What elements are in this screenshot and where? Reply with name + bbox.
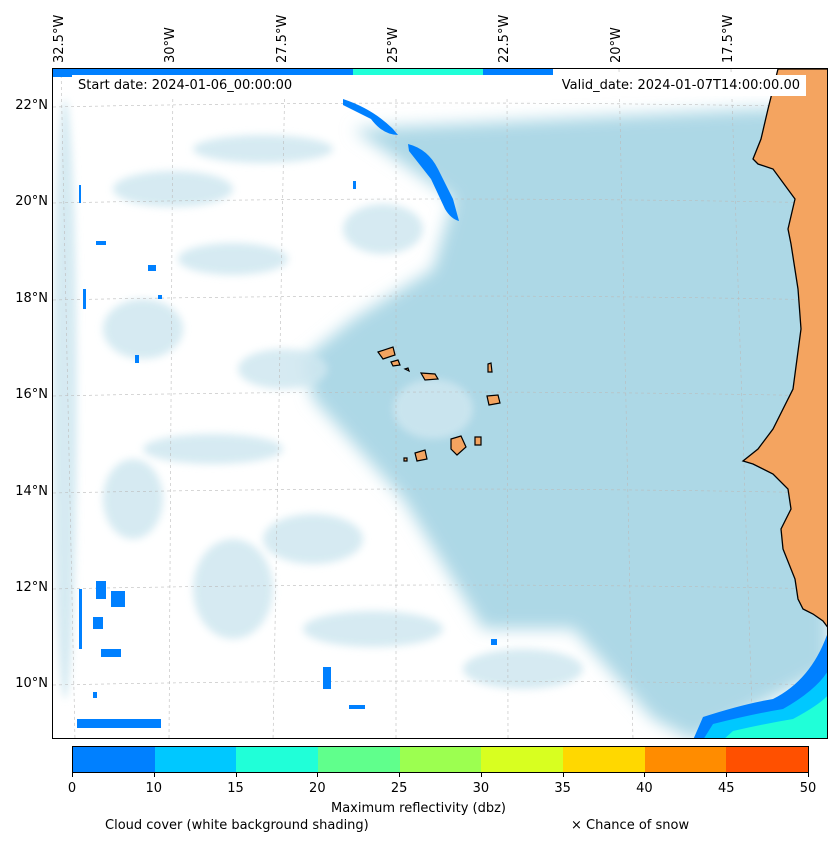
- reflectivity-top-band: [353, 69, 553, 77]
- map-panel: [52, 68, 828, 739]
- colorbar-tick-label: 45: [717, 781, 735, 796]
- colorbar-tick: [644, 773, 646, 777]
- lat-label-22n: 22°N: [15, 98, 48, 113]
- colorbar-tick: [562, 773, 564, 777]
- colorbar-tick: [235, 773, 237, 777]
- cloud-streaks: [53, 99, 583, 699]
- colorbar-tick-label: 35: [554, 781, 571, 796]
- reflectivity-coastal-storm: [693, 634, 827, 738]
- colorbar-tick-label: 15: [227, 781, 244, 796]
- colorbar-segment: [318, 747, 400, 772]
- lat-label-16n: 16°N: [15, 387, 48, 402]
- lat-label-20n: 20°N: [15, 194, 48, 209]
- lat-label-12n: 12°N: [15, 580, 48, 595]
- cape-verde-islands: [377, 346, 501, 462]
- colorbar-segment: [399, 747, 482, 772]
- colorbar-tick-label: 40: [636, 781, 653, 796]
- lon-label-32-5w: 32.5°W: [52, 14, 67, 63]
- colorbar-title: Maximum reflectivity (dbz): [331, 801, 506, 816]
- valid-date: Valid_date: 2024-01-07T14:00:00.00: [561, 78, 800, 93]
- date-header: Start date: 2024-01-06_00:00:00 Valid_da…: [72, 75, 806, 96]
- legend-cloud-cover: Cloud cover (white background shading): [105, 818, 369, 833]
- colorbar-segment: [726, 747, 809, 772]
- lon-label-25w: 25°W: [386, 27, 401, 63]
- legend-snow: × Chance of snow: [571, 818, 690, 833]
- colorbar-tick-label: 50: [799, 781, 817, 796]
- graticule: [53, 69, 827, 738]
- colorbar-tick: [480, 773, 482, 777]
- colorbar-tick-label: 0: [67, 781, 77, 796]
- colorbar-tick: [726, 773, 728, 777]
- colorbar-tick-label: 20: [309, 781, 326, 796]
- lon-label-20w: 20°W: [609, 27, 624, 63]
- colorbar-tick-label: 25: [390, 781, 408, 796]
- colorbar: [72, 746, 809, 773]
- lon-label-30w: 30°W: [163, 27, 178, 63]
- colorbar-segment: [236, 747, 319, 772]
- cloud-mass-main: [303, 109, 827, 738]
- lon-label-27-5w: 27.5°W: [275, 14, 290, 63]
- colorbar-tick: [317, 773, 319, 777]
- start-date: Start date: 2024-01-06_00:00:00: [78, 78, 293, 93]
- lat-label-18n: 18°N: [15, 291, 48, 306]
- colorbar-tick: [72, 773, 73, 777]
- colorbar-tick-label: 30: [472, 781, 490, 796]
- colorbar-segment: [563, 747, 645, 772]
- lon-label-22-5w: 22.5°W: [497, 14, 512, 63]
- colorbar-tick: [399, 773, 401, 777]
- colorbar-tick: [808, 773, 809, 777]
- colorbar-tick: [153, 773, 155, 777]
- colorbar-segment: [154, 747, 237, 772]
- colorbar-segment: [73, 747, 155, 772]
- reflectivity-low: [53, 69, 497, 728]
- lon-label-17-5w: 17.5°W: [721, 14, 736, 63]
- colorbar-segment: [481, 747, 564, 772]
- lat-label-10n: 10°N: [15, 676, 48, 691]
- map-canvas: [53, 69, 827, 738]
- africa-land: [741, 69, 827, 628]
- colorbar-segment: [644, 747, 727, 772]
- lat-label-14n: 14°N: [15, 484, 48, 499]
- colorbar-tick-label: 10: [145, 781, 163, 796]
